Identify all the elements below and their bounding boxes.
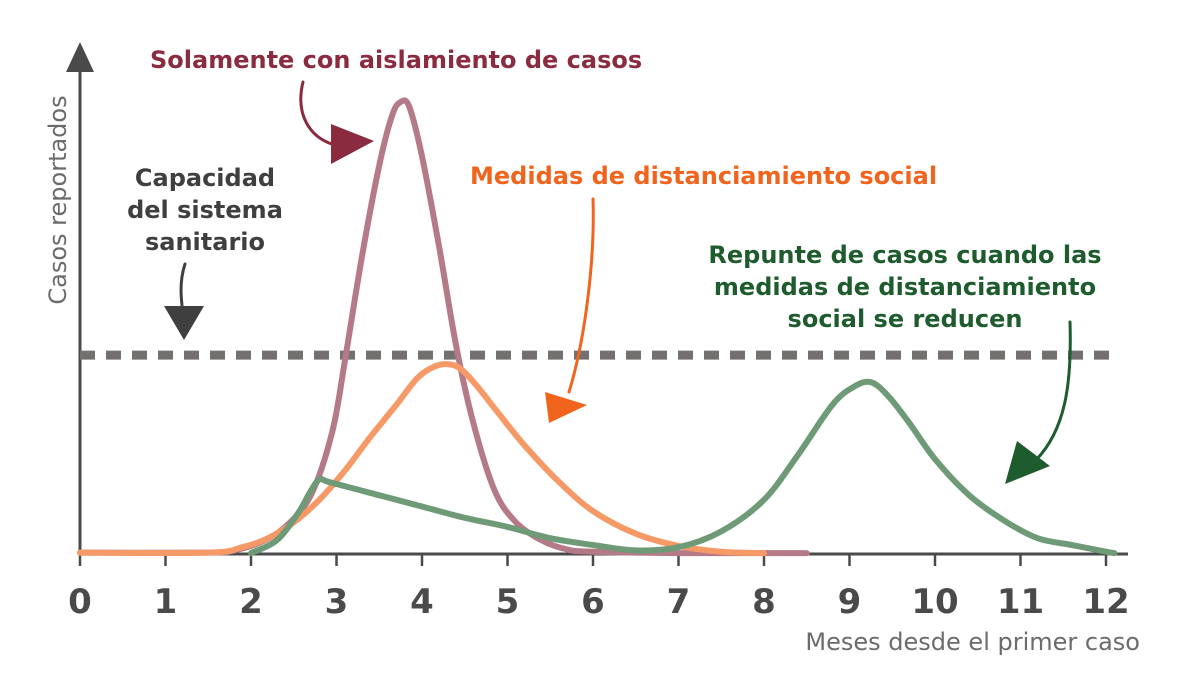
capacity-annotation: Capacidad del sistema sanitario [95, 162, 315, 258]
rebound-annotation: Repunte de casos cuando las medidas de d… [655, 239, 1155, 335]
annotation-arrows-group [164, 80, 1072, 484]
rebound-annotation-line: Repunte de casos cuando las [708, 241, 1102, 269]
rebound-arrow-shaft [1034, 320, 1072, 462]
x-tick-label: 1 [154, 582, 178, 622]
x-tick-label: 5 [496, 582, 520, 622]
capacity-annotation-line: del sistema [127, 196, 283, 224]
x-tick-label: 10 [911, 582, 958, 622]
distancing-curve [77, 361, 767, 557]
x-tick-label: 6 [581, 582, 605, 622]
capacity-annotation-line: Capacidad [134, 164, 276, 192]
x-tick-label: 9 [838, 582, 862, 622]
y-axis-label: Casos reportados [44, 95, 72, 305]
rebound-annotation-line: medidas de distanciamiento [713, 273, 1097, 301]
x-ticks-group: 0 1 2 3 4 5 6 7 8 9 10 11 12 [68, 554, 1130, 622]
isolation-arrow-head [331, 124, 374, 164]
x-tick-label: 11 [997, 582, 1044, 622]
isolation-arrow-shaft [299, 80, 337, 147]
distancing-arrow-shaft [567, 197, 595, 394]
series-group [77, 97, 1118, 557]
x-tick-label: 3 [325, 582, 349, 622]
x-tick-label: 4 [410, 582, 434, 622]
distancing-annotation: Medidas de distanciamiento social [470, 162, 938, 190]
rebound-annotation-line: social se reducen [787, 305, 1023, 333]
x-tick-label: 2 [239, 582, 263, 622]
rebound-arrow-head [1005, 441, 1050, 484]
x-tick-label: 8 [752, 582, 776, 622]
isolation-annotation: Solamente con aislamiento de casos [150, 46, 643, 74]
rebound-curve [248, 378, 1118, 557]
distancing-arrow-head [545, 392, 587, 423]
capacity-arrow-head [164, 306, 204, 340]
x-axis-label: Meses desde el primer caso [805, 628, 1140, 656]
x-tick-label: 12 [1082, 582, 1129, 622]
x-tick-label: 0 [68, 582, 92, 622]
x-tick-label: 7 [667, 582, 691, 622]
capacity-annotation-line: sanitario [144, 228, 265, 256]
y-axis-arrowhead [66, 42, 94, 72]
